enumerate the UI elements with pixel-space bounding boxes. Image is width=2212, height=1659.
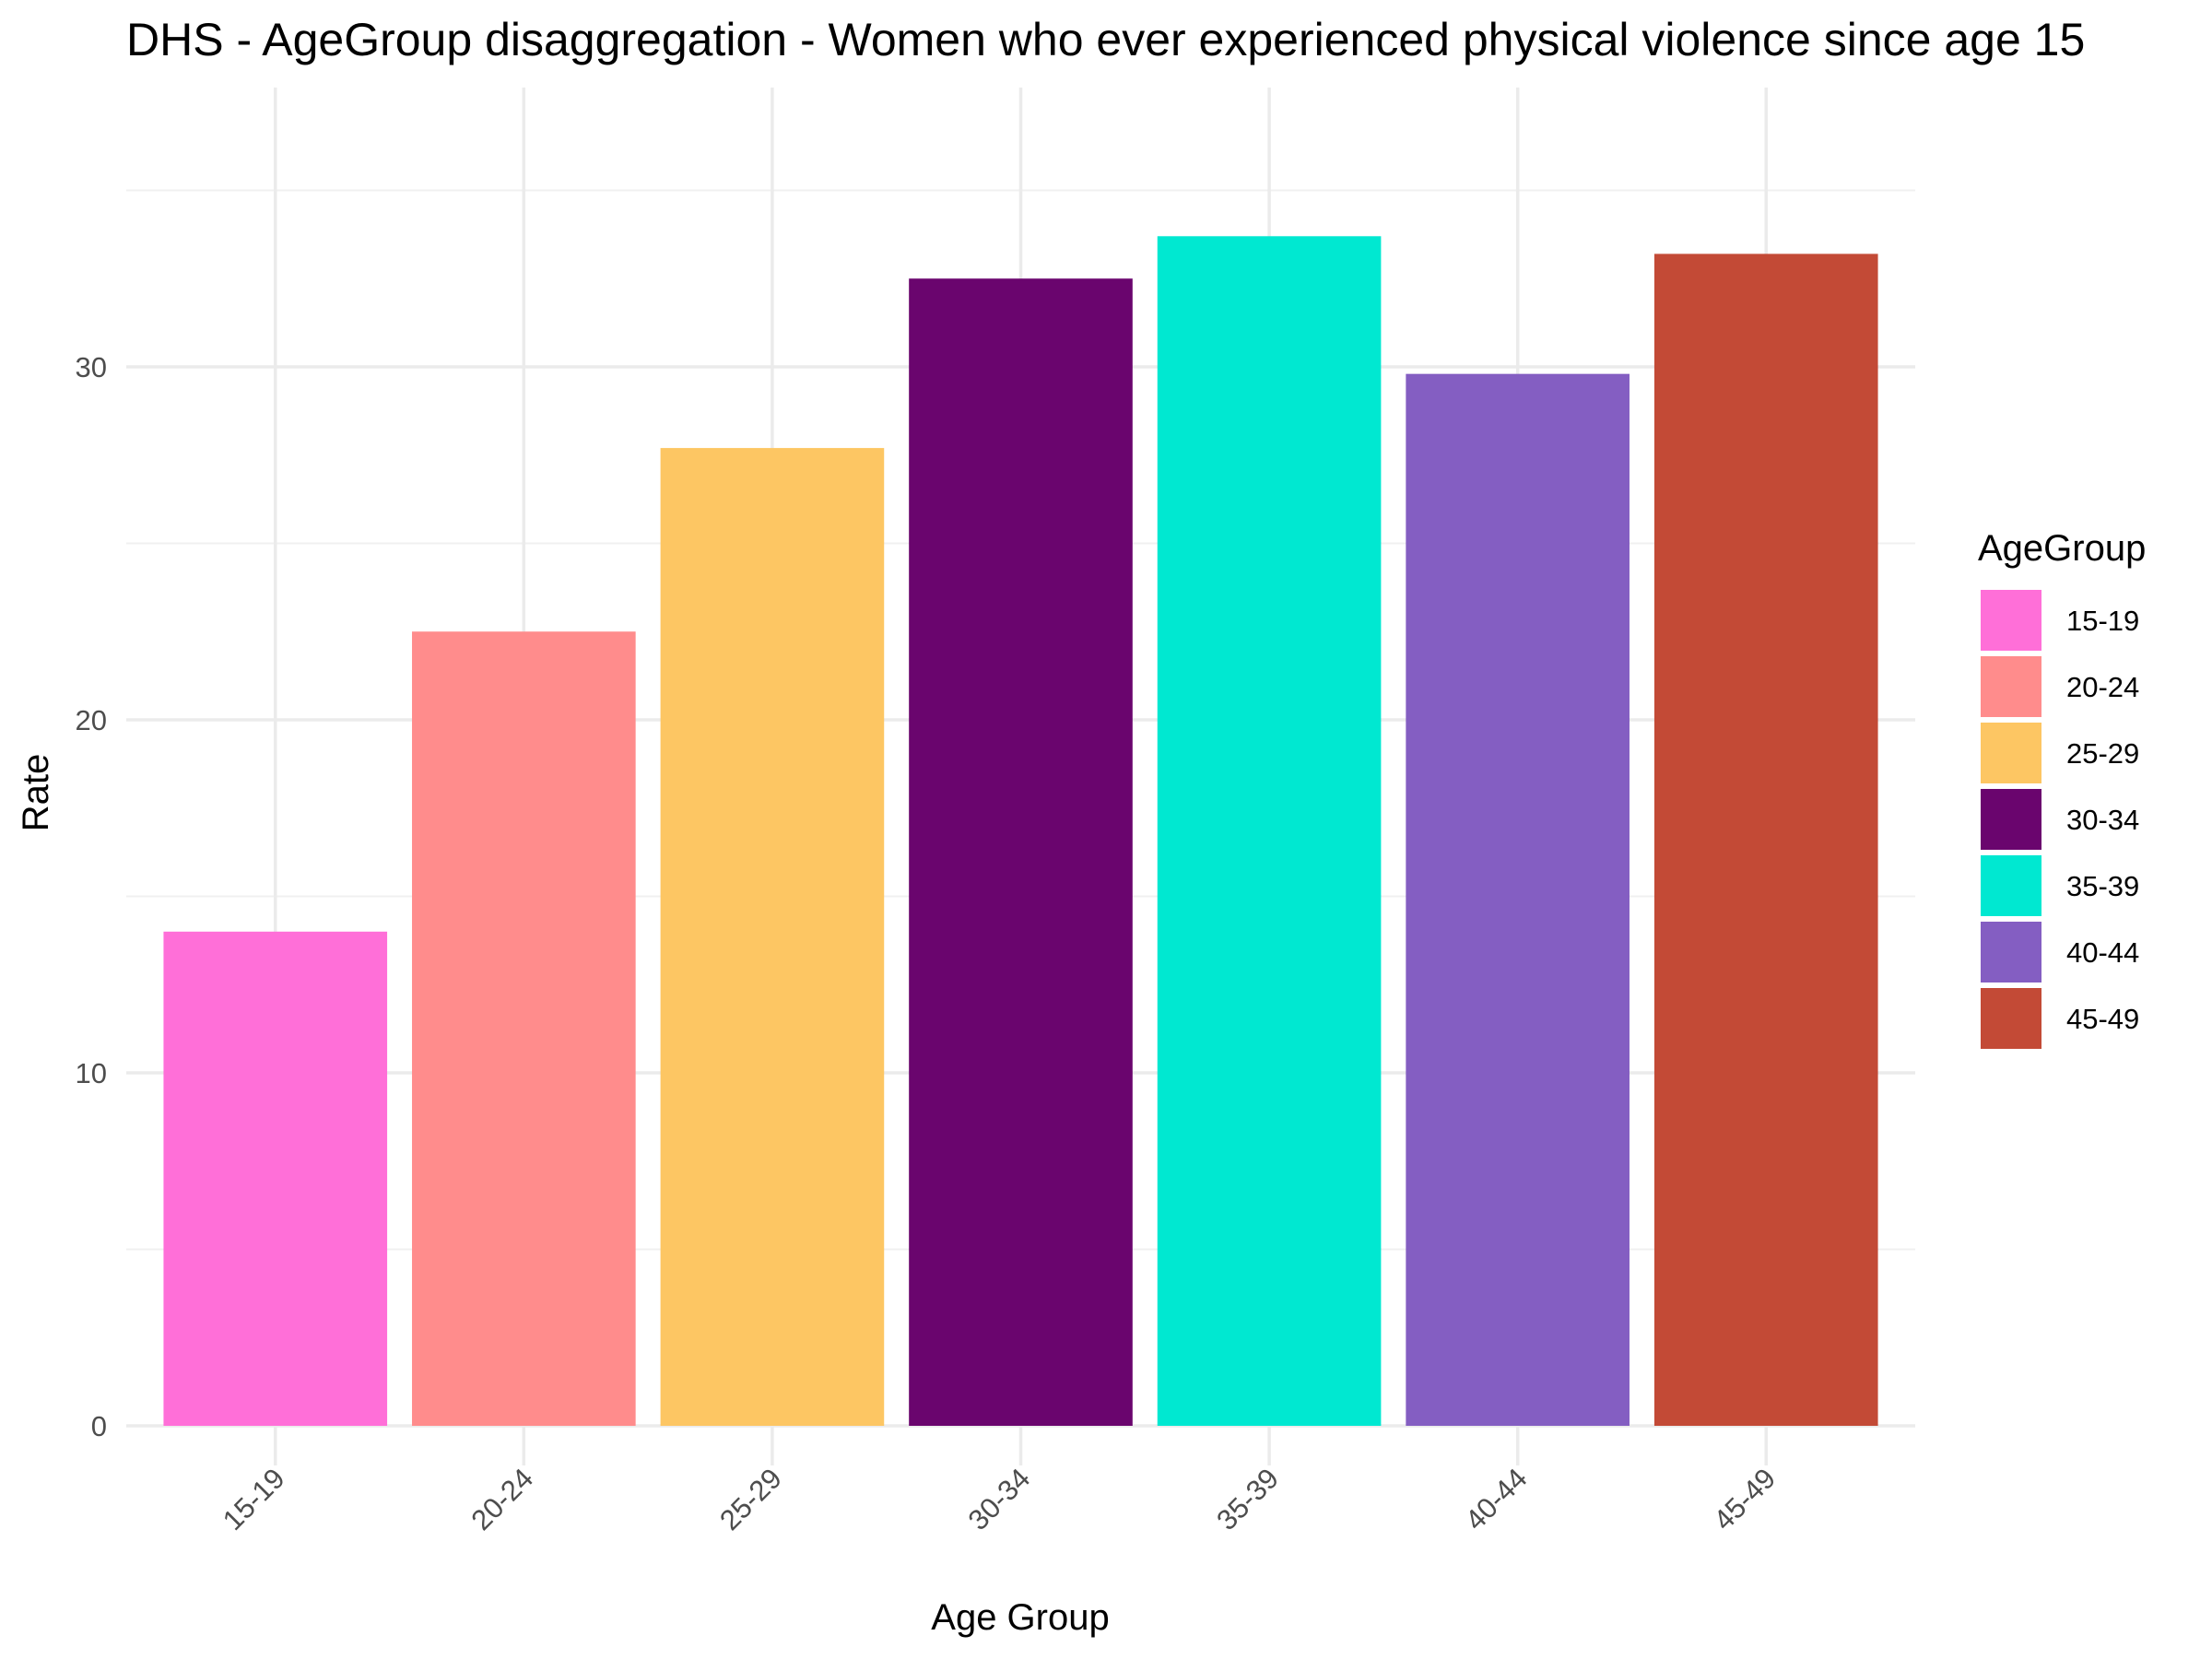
legend-swatch	[1981, 723, 2041, 783]
legend-label: 20-24	[2066, 671, 2139, 703]
legend-label: 15-19	[2066, 605, 2139, 637]
bar-30-34	[909, 278, 1133, 1426]
x-axis-title: Age Group	[931, 1597, 1109, 1638]
bar-35-39	[1157, 236, 1382, 1426]
legend-label: 25-29	[2066, 737, 2139, 770]
legend: AgeGroup 15-19 20-24 25-29 30-34 35-39 40-44 4…	[1978, 528, 2146, 1049]
legend-swatch	[1981, 922, 2041, 982]
legend-label: 45-49	[2066, 1003, 2139, 1035]
y-tick-label: 0	[91, 1410, 107, 1442]
legend-title: AgeGroup	[1978, 528, 2146, 569]
legend-swatch	[1981, 988, 2041, 1049]
legend-swatch	[1981, 789, 2041, 850]
bar-40-44	[1406, 373, 1630, 1426]
legend-swatch	[1981, 855, 2041, 916]
legend-label: 40-44	[2066, 936, 2139, 969]
bar-45-49	[1653, 253, 1878, 1427]
legend-swatch	[1981, 656, 2041, 717]
y-axis-ticks: 0 10 20 30	[76, 351, 107, 1442]
y-tick-label: 20	[76, 704, 107, 736]
y-tick-label: 10	[76, 1057, 107, 1089]
bar-20-24	[412, 631, 636, 1426]
legend-label: 35-39	[2066, 870, 2139, 902]
legend-label: 30-34	[2066, 804, 2139, 836]
bar-15-19	[163, 931, 388, 1426]
bar-25-29	[660, 448, 885, 1427]
y-tick-label: 30	[76, 351, 107, 383]
legend-swatch	[1981, 590, 2041, 651]
y-axis-title: Rate	[16, 754, 56, 832]
bars	[163, 236, 1878, 1427]
chart-title: DHS - AgeGroup disaggregation - Women wh…	[126, 14, 2085, 65]
